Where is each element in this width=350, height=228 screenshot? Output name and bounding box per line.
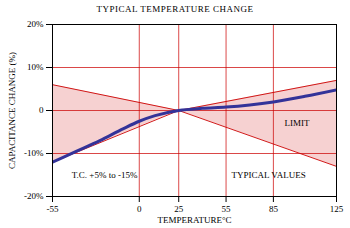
svg-text:125: 125: [330, 204, 344, 214]
svg-text:20%: 20%: [27, 19, 44, 29]
svg-text:-20%: -20%: [24, 191, 44, 201]
svg-text:25: 25: [174, 204, 184, 214]
svg-text:85: 85: [269, 204, 279, 214]
svg-text:0: 0: [39, 105, 44, 115]
svg-text:-55: -55: [47, 204, 59, 214]
svg-text:0: 0: [137, 204, 142, 214]
svg-text:TYPICAL VALUES: TYPICAL VALUES: [232, 170, 306, 180]
svg-text:10%: 10%: [27, 62, 44, 72]
svg-text:55: 55: [222, 204, 232, 214]
svg-text:TEMPERATURE°C: TEMPERATURE°C: [157, 215, 231, 225]
html-text:TYPICAL TEMPERATURE CHANGE: TYPICAL TEMPERATURE CHANGE: [96, 4, 254, 14]
svg-text:-10%: -10%: [24, 148, 44, 158]
svg-text:LIMIT: LIMIT: [285, 118, 310, 128]
svg-text:CAPACITANCE CHANGE (%): CAPACITANCE CHANGE (%): [7, 52, 17, 169]
svg-text:T.C. +5% to -15%: T.C. +5% to -15%: [72, 170, 138, 180]
